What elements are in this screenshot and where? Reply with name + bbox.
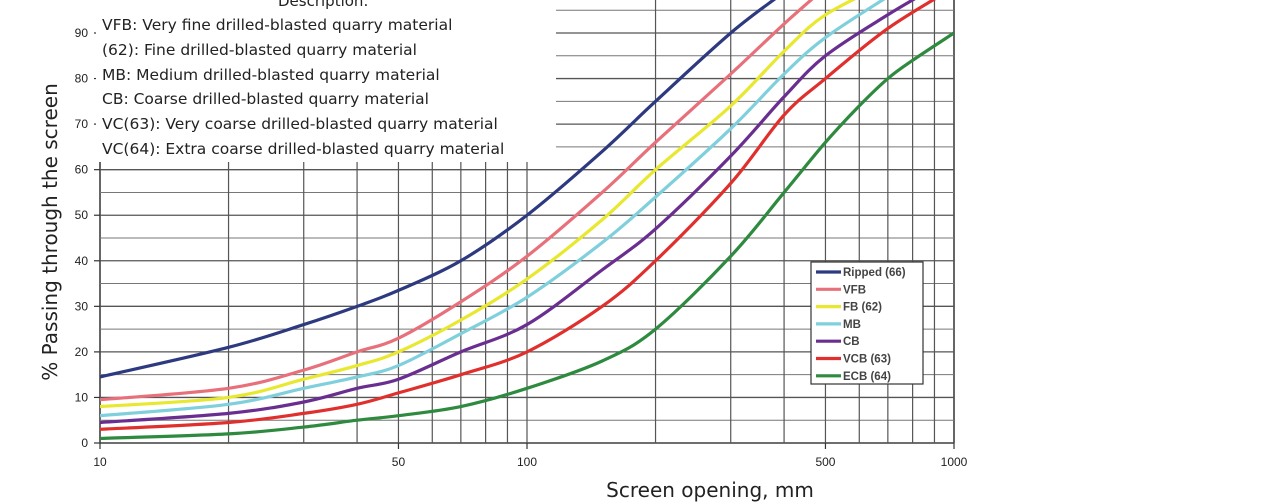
y-tick-label: 60 xyxy=(75,163,89,177)
y-tick-label: 80 xyxy=(75,72,89,86)
series-line-ecb-64 xyxy=(100,31,954,441)
legend-label: FB (62) xyxy=(843,302,882,314)
y-tick-label: 90 xyxy=(75,26,89,40)
x-tick-label: 1000 xyxy=(941,455,968,469)
y-tick-label: 10 xyxy=(75,390,89,404)
series-line-vcb-63 xyxy=(100,0,937,431)
legend-label: CB xyxy=(843,336,860,348)
x-tick-label: 500 xyxy=(815,455,835,469)
y-tick-label: 50 xyxy=(75,208,89,222)
description-line: MB: Medium drilled-blasted quarry materi… xyxy=(102,66,440,84)
legend-label: VFB xyxy=(843,284,866,296)
description-line: VC(63): Very coarse drilled-blasted quar… xyxy=(102,115,498,133)
series-line-ripped-66 xyxy=(100,0,777,379)
description-line: (62): Fine drilled-blasted quarry materi… xyxy=(102,41,417,59)
legend-label: MB xyxy=(843,319,861,331)
chart-legend: Ripped (66) VFB FB (62) MB CB VCB (63) ECB (64… xyxy=(810,261,924,385)
description-box xyxy=(96,0,556,162)
x-tick-label: 100 xyxy=(517,455,537,469)
description-line: CB: Coarse drilled-blasted quarry materi… xyxy=(102,90,429,108)
y-tick-label: 30 xyxy=(75,299,89,313)
y-tick-label: 0 xyxy=(81,436,88,450)
chart-series xyxy=(100,0,954,441)
legend-label: Ripped (66) xyxy=(843,267,906,279)
legend-label: ECB (64) xyxy=(843,371,891,383)
y-tick-label: 70 xyxy=(75,117,89,131)
y-axis-label: % Passing through the screen xyxy=(38,83,62,381)
series-line-fb-62 xyxy=(100,0,856,409)
legend-label: VCB (63) xyxy=(843,354,891,366)
description-title: Description: xyxy=(278,0,369,10)
series-line-mb xyxy=(100,0,886,418)
y-tick-label: 20 xyxy=(75,345,89,359)
description-line: VC(64): Extra coarse drilled-blasted qua… xyxy=(102,140,505,158)
x-axis-label: Screen opening, mm xyxy=(606,478,814,502)
series-line-cb xyxy=(100,0,916,425)
series-line-vfb xyxy=(100,0,814,402)
description-line: VFB: Very fine drilled-blasted quarry ma… xyxy=(102,16,453,34)
y-tick-label: 40 xyxy=(75,254,89,268)
x-tick-label: 50 xyxy=(392,455,406,469)
x-tick-label: 10 xyxy=(93,455,107,469)
chart-ticks: 0 10 20 30 40 50 60 70 80 90 10 50 100 500 1000 xyxy=(75,26,968,469)
